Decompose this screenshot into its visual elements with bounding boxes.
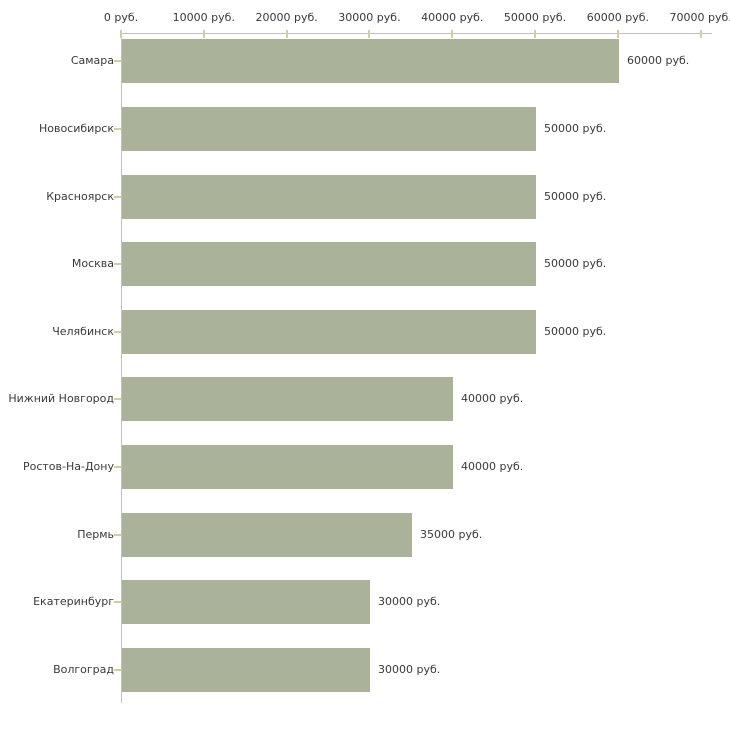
x-tick-mark [120, 30, 122, 38]
value-label: 35000 руб. [420, 527, 483, 541]
value-label: 50000 руб. [544, 121, 607, 135]
y-tick-mark [114, 330, 121, 333]
y-tick-mark [114, 533, 121, 536]
x-tick-label: 10000 руб. [172, 11, 235, 24]
category-label: Самара [70, 54, 114, 68]
bar-Красноярск [122, 174, 536, 219]
value-label: 30000 руб. [378, 662, 441, 676]
category-label: Нижний Новгород [8, 392, 114, 406]
category-label: Ростов-На-Дону [22, 459, 114, 473]
category-label: Екатеринбург [33, 595, 114, 609]
x-tick-mark [616, 30, 619, 38]
x-tick-mark [451, 30, 454, 38]
y-tick-mark [114, 465, 121, 468]
x-tick-label: 70000 руб. [669, 11, 730, 24]
x-tick-mark [202, 30, 205, 38]
x-tick-mark [699, 30, 702, 38]
x-tick-mark [285, 30, 288, 38]
bar-Волгоград [122, 647, 370, 692]
y-tick-mark [114, 398, 121, 401]
category-label: Пермь [77, 527, 114, 541]
y-tick-mark [114, 60, 121, 63]
value-label: 50000 руб. [544, 324, 607, 338]
bar-Екатеринбург [122, 580, 370, 625]
category-label: Волгоград [53, 662, 114, 676]
category-label: Новосибирск [38, 121, 114, 135]
bar-Ростов-На-Дону [122, 444, 453, 489]
bar-Нижний Новгород [122, 377, 453, 422]
value-label: 60000 руб. [627, 54, 690, 68]
x-tick-mark [534, 30, 537, 38]
x-axis-line [121, 33, 712, 34]
bar-Самара [122, 39, 619, 84]
y-tick-mark [114, 601, 121, 604]
x-tick-label: 60000 руб. [586, 11, 650, 24]
category-label: Челябинск [52, 324, 114, 338]
bar-Новосибирск [122, 106, 536, 151]
x-tick-label: 40000 руб. [421, 11, 484, 24]
category-label: Красноярск [46, 189, 114, 203]
x-tick-label: 0 руб. [103, 11, 139, 24]
category-label: Москва [71, 257, 114, 271]
x-tick-label: 30000 руб. [338, 11, 401, 24]
value-label: 40000 руб. [461, 459, 524, 473]
y-tick-mark [114, 127, 121, 130]
x-tick-mark [368, 30, 371, 38]
bar-Москва [122, 242, 536, 287]
y-tick-mark [114, 263, 121, 266]
x-tick-label: 20000 руб. [255, 11, 318, 24]
y-axis-line [121, 33, 122, 703]
value-label: 50000 руб. [544, 189, 607, 203]
y-tick-mark [114, 195, 121, 198]
bar-Челябинск [122, 309, 536, 354]
bar-Пермь [122, 512, 412, 557]
value-label: 30000 руб. [378, 595, 441, 609]
x-tick-label: 50000 руб. [503, 11, 567, 24]
y-tick-mark [114, 668, 121, 671]
value-label: 40000 руб. [461, 392, 524, 406]
value-label: 50000 руб. [544, 257, 607, 271]
